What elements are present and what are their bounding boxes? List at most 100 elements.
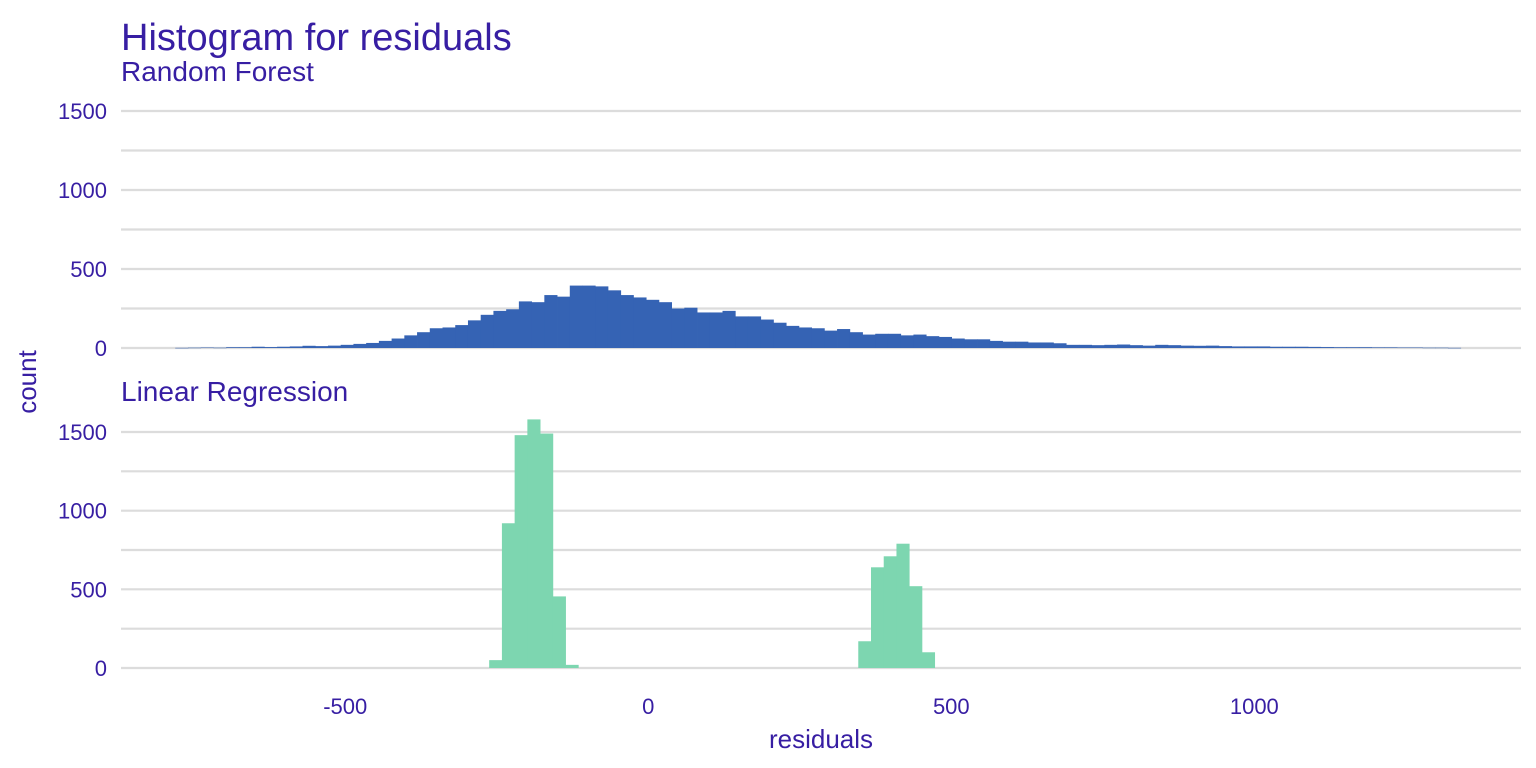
histogram-bar [875,333,889,348]
histogram-bar [557,296,571,348]
histogram-bar [1384,347,1398,348]
histogram-bar [187,347,202,349]
histogram-bar [1320,347,1334,348]
histogram-bar [493,310,507,348]
histogram-bar [1282,346,1296,348]
x-tick-label: 0 [642,694,654,719]
histogram-bar [1053,343,1067,348]
x-tick-label: 500 [933,694,970,719]
histogram-bar [1117,344,1131,348]
histogram-bar [582,285,596,348]
histogram-bar [378,340,393,348]
histogram-bar [926,336,940,348]
histogram-bar [938,336,953,348]
histogram-bar [697,312,711,348]
histogram-bar [1104,344,1118,348]
histogram-bar [366,342,380,348]
histogram-bar [709,312,723,348]
histogram-bar [1027,342,1042,348]
histogram-bar [595,286,609,348]
histogram-bar [1015,341,1029,348]
histogram-bar [1167,345,1182,348]
histogram-bar [977,339,991,348]
histogram-bar [455,325,469,348]
histogram-bar [518,301,533,348]
histogram-bar [964,339,978,348]
histogram-bar [1333,347,1347,348]
histogram-bar [302,345,316,348]
histogram-bar [480,314,494,348]
histogram-bar [467,320,482,348]
histogram-bar [747,316,762,348]
histogram-bar [1371,347,1385,348]
histogram-bar [824,330,838,348]
histogram-bar [1257,346,1271,348]
histogram-bar [1422,347,1436,349]
histogram-bar [684,307,698,348]
histogram-bar [1040,342,1054,348]
histogram-bar [552,596,566,668]
panel-1: 0 500 1000 1500 [58,99,1521,361]
histogram-bar [514,435,528,668]
histogram-bar [658,302,673,348]
histogram-bar [264,347,278,348]
panel-strip-label: Linear Regression [121,376,348,407]
y-tick-label: 500 [70,257,107,282]
y-tick-label: 1500 [58,420,107,445]
histogram-bar [1346,347,1360,348]
histogram-bar [858,641,872,668]
x-axis-title: residuals [769,724,873,754]
histogram-bar [671,308,685,348]
histogram-bar [1435,347,1449,349]
y-tick-label: 500 [70,577,107,602]
histogram-bar [1129,345,1143,348]
histogram-bar [760,319,774,348]
histogram-bar [251,346,265,348]
histogram-bar [289,346,303,348]
histogram-bar [798,327,813,348]
histogram-bar [1447,347,1462,349]
histogram-bar [646,299,660,348]
histogram-bar [921,652,936,668]
x-tick-label: 1000 [1230,694,1279,719]
histogram-bar [1397,347,1411,349]
histogram-bar [1206,345,1220,348]
histogram-bar [900,335,914,348]
histogram-bar [506,309,520,348]
histogram-bar [837,329,851,348]
histogram-bar [1231,346,1245,348]
histogram-bar [862,334,876,348]
y-tick-label: 1500 [58,99,107,124]
histogram-bar [417,332,431,348]
histogram-bar [175,347,189,349]
panel-2: Linear Regression 0 500 1000 1500 [58,376,1521,681]
chart-subtitle: Random Forest [121,56,314,87]
histogram-bar [633,297,647,348]
histogram-bar [1066,344,1080,348]
chart-title: Histogram for residuals [121,17,512,59]
histogram-bar [773,322,787,348]
histogram-bar [404,335,418,348]
histogram-bar [1307,346,1322,348]
histogram-bar [1244,346,1258,348]
histogram-bar [607,290,622,348]
histogram-bar [213,347,227,349]
histogram-bar [238,347,253,348]
histogram-bar [883,556,897,668]
histogram-bar [913,334,927,348]
histogram-bar [315,346,329,348]
histogram-bar [226,347,240,348]
histogram-bar [951,338,965,348]
y-tick-label: 0 [95,336,107,361]
histogram-bar [735,316,749,348]
histogram-bar [1180,345,1194,348]
histogram-bar [569,285,583,348]
histogram-bar [1218,346,1233,348]
histogram-bar [811,328,825,348]
histogram-bar [849,332,863,348]
histogram-bar [200,347,214,349]
histogram-bar [1358,347,1373,348]
histogram-bar [1155,344,1169,348]
histogram-bar [353,343,367,348]
y-tick-label: 0 [95,656,107,681]
